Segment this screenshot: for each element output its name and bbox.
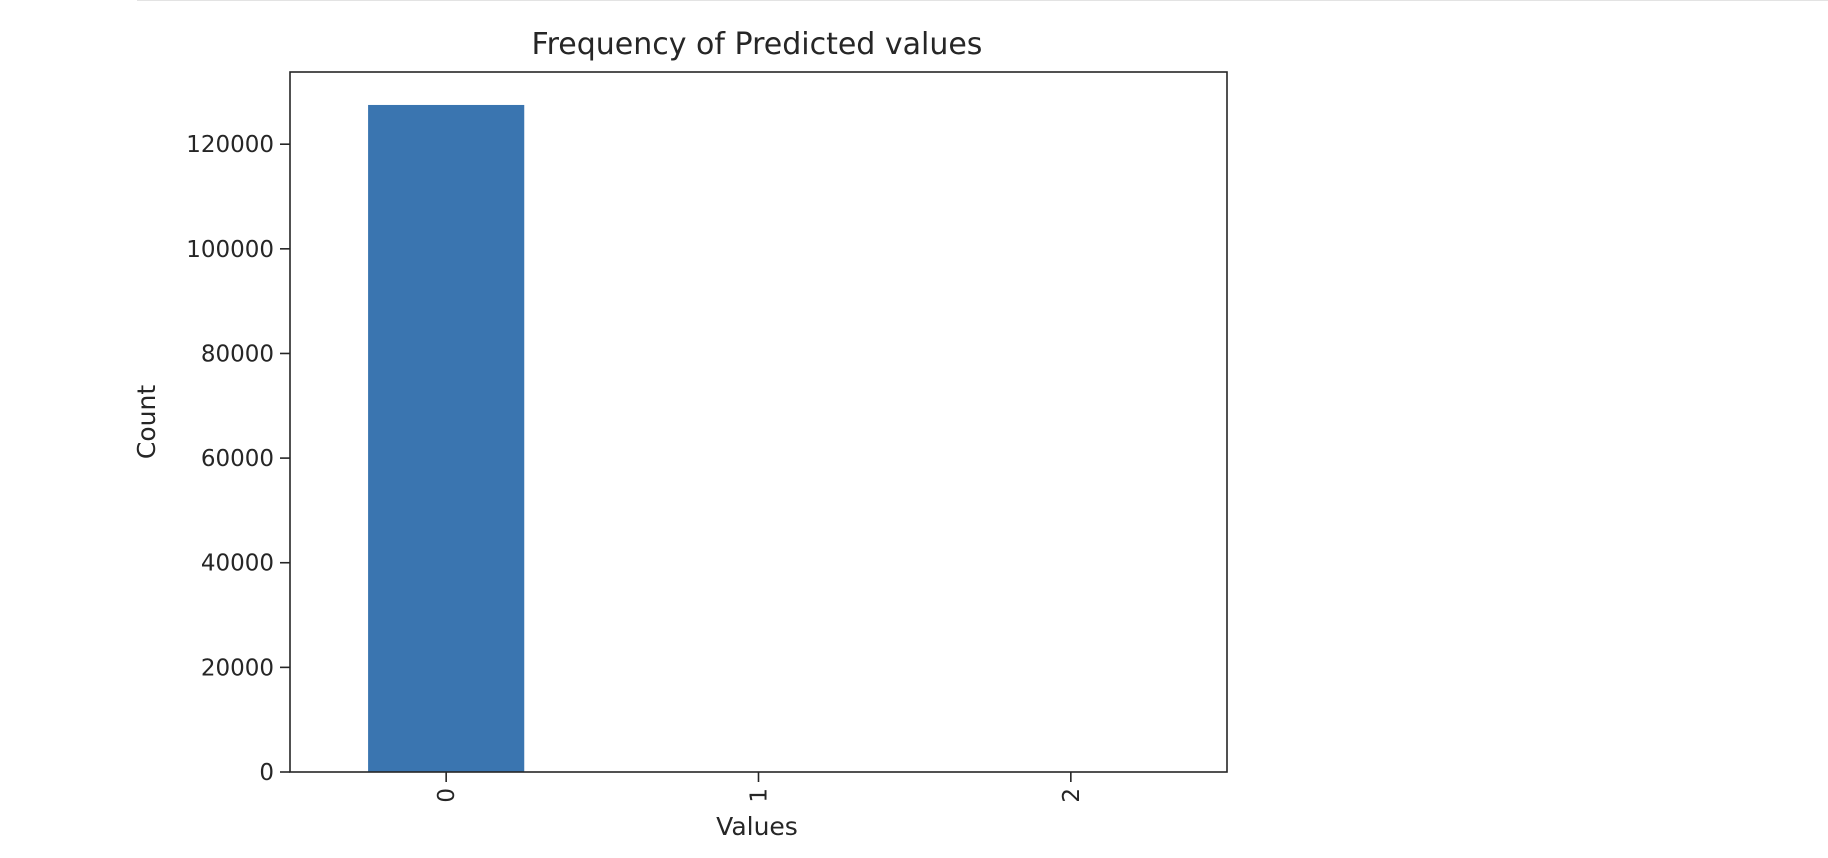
x-tick-label: 0	[434, 788, 460, 803]
y-tick-label: 40000	[201, 551, 274, 577]
y-tick-label: 60000	[201, 446, 274, 472]
y-tick-label: 80000	[201, 341, 274, 367]
cell-top-divider	[137, 0, 1828, 1]
bar-0	[368, 104, 525, 772]
x-axis-label: Values	[716, 812, 798, 841]
y-tick-label: 100000	[186, 237, 274, 263]
y-tick-label: 20000	[201, 655, 274, 681]
y-axis: 0 20000 40000 60000 80000 100000 120000	[186, 132, 290, 786]
x-axis: 0 1 2	[434, 772, 1085, 803]
y-tick-label: 0	[259, 760, 274, 786]
chart-title: Frequency of Predicted values	[532, 27, 983, 62]
y-axis-label: Count	[132, 385, 161, 459]
x-tick-label: 1	[747, 788, 773, 803]
x-tick-label: 2	[1059, 788, 1085, 803]
bars-layer	[368, 104, 525, 772]
y-tick-label: 120000	[186, 132, 274, 158]
